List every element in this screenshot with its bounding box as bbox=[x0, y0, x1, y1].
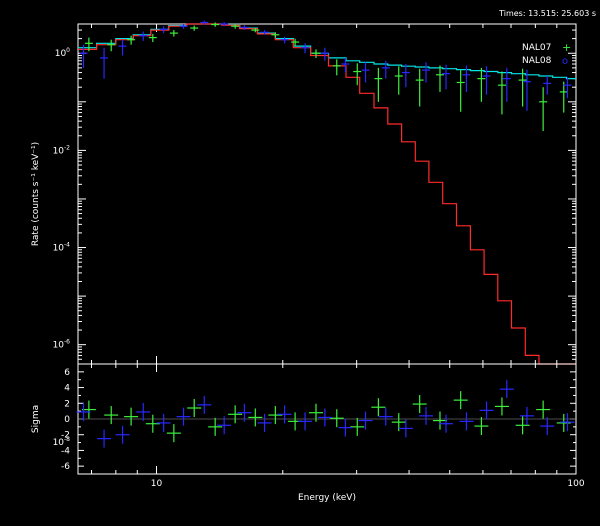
legend-marker-nal08: o bbox=[562, 56, 568, 67]
y-axis-label-sigma: Sigma bbox=[31, 405, 41, 433]
x-axis-label-energy: Energy (keV) bbox=[298, 493, 356, 503]
time-range-label: Times: 13.515: 25.603 s bbox=[498, 9, 596, 18]
y-tick-label: 100 bbox=[55, 47, 70, 59]
y-tick-label: 6 bbox=[64, 368, 70, 378]
y-tick-label: 10-6 bbox=[53, 339, 71, 351]
y-tick-label: 2 bbox=[64, 399, 70, 409]
x-tick-label: 100 bbox=[567, 479, 584, 489]
legend-marker-nal07: + bbox=[562, 41, 571, 54]
y-tick-label: 4 bbox=[64, 384, 70, 394]
legend-label-nal07: NAL07 bbox=[522, 43, 551, 53]
spectrum-ticks: 100 10-2 10-4 10-6 10-8 bbox=[53, 23, 577, 448]
legend: NAL07 + NAL08 o bbox=[522, 41, 571, 67]
y-tick-label: -4 bbox=[61, 446, 70, 456]
y-axis-label-rate: Rate (counts s⁻¹ keV⁻¹) bbox=[31, 142, 41, 246]
model-curves bbox=[78, 23, 576, 365]
legend-label-nal08: NAL08 bbox=[522, 56, 552, 66]
model-step-nal08 bbox=[78, 23, 576, 80]
y-tick-label: 10-8 bbox=[53, 436, 71, 448]
x-tick-label: 10 bbox=[151, 479, 163, 489]
spectrum-frame bbox=[77, 23, 577, 365]
y-tick-label: -6 bbox=[61, 462, 70, 472]
residual-points bbox=[76, 380, 575, 448]
data-points bbox=[79, 20, 572, 132]
y-tick-label: 0 bbox=[64, 415, 70, 425]
y-tick-label: 10-4 bbox=[53, 242, 71, 254]
model-step-nal07 bbox=[78, 23, 576, 365]
residual-ticks: 10 100 -6 -4 -2 0 2 4 6 bbox=[61, 363, 585, 489]
y-tick-label: 10-2 bbox=[53, 144, 71, 156]
y-tick-label: -2 bbox=[61, 431, 70, 441]
